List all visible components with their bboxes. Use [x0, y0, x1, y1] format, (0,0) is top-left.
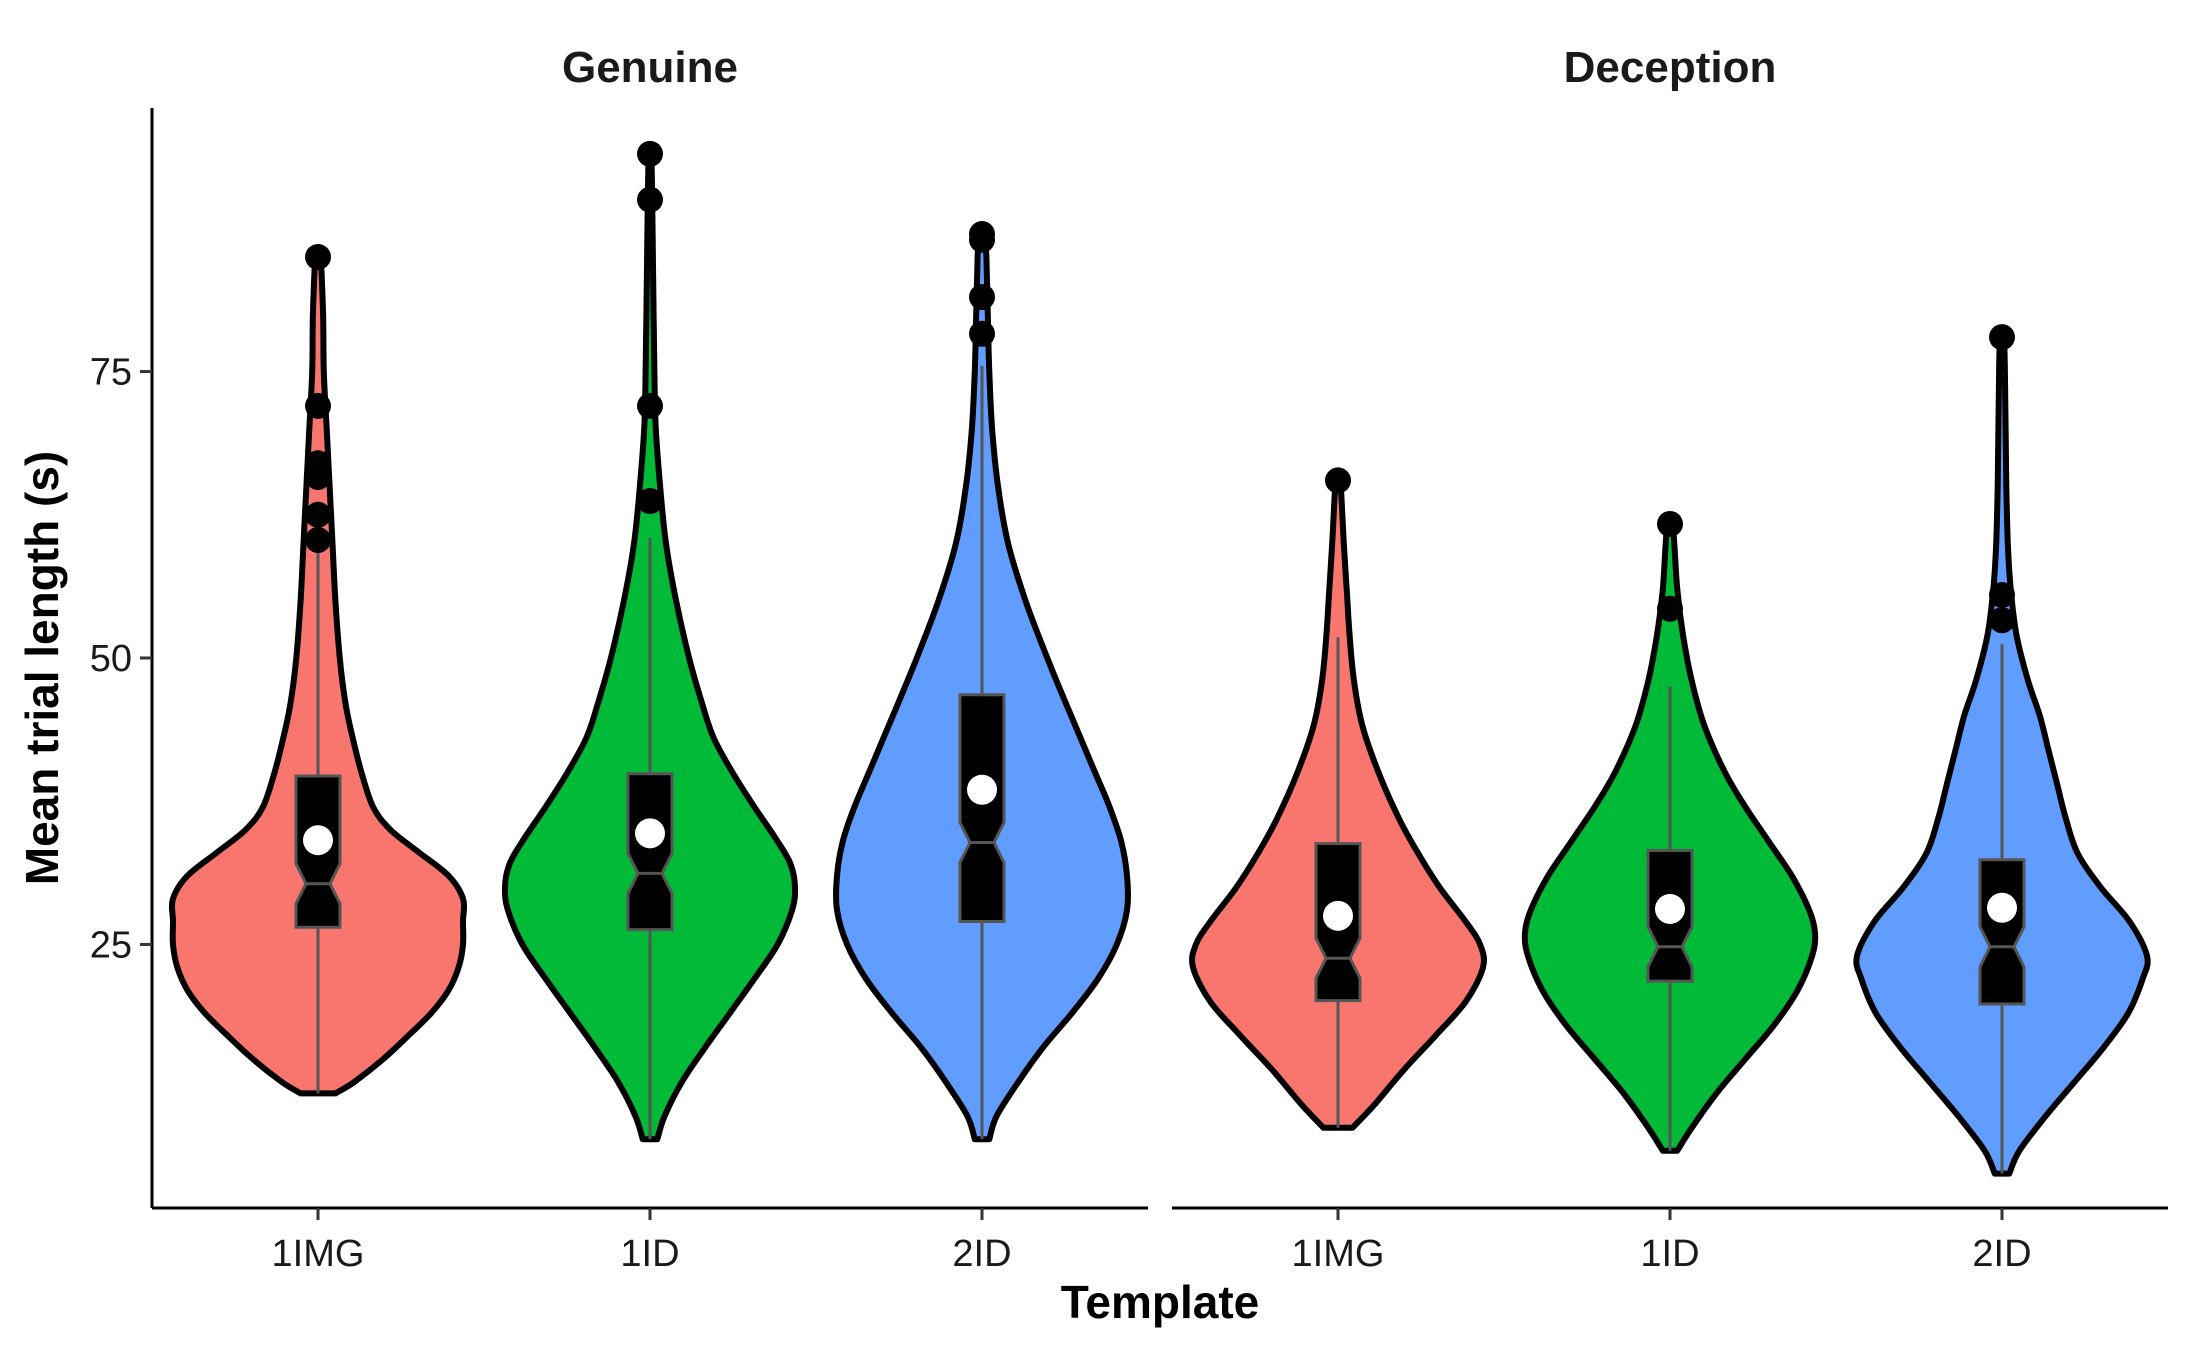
box: [1978, 858, 2026, 1006]
mean-point: [1987, 892, 2017, 923]
outlier-point: [1989, 607, 2015, 634]
violin-group-1img: 1IMG: [168, 243, 468, 1275]
panel-title: Genuine: [562, 43, 738, 92]
outlier-point: [305, 450, 331, 477]
x-tick-label: 1ID: [620, 1233, 679, 1275]
mean-point: [635, 818, 665, 849]
outlier-point: [305, 501, 331, 528]
outlier-point: [1989, 324, 2015, 351]
outlier-point: [1657, 595, 1683, 622]
outlier-point: [969, 221, 995, 248]
mean-point: [1655, 893, 1685, 924]
y-tick-label: 25: [90, 924, 132, 966]
box: [958, 693, 1006, 923]
outlier-point: [637, 392, 663, 419]
panel-title: Deception: [1564, 43, 1777, 92]
violin-group-1img: 1IMG: [1189, 467, 1487, 1275]
x-tick-label: 1IMG: [272, 1233, 365, 1275]
violin-group-1id: 1ID: [501, 140, 799, 1275]
y-tick-label: 50: [90, 638, 132, 680]
mean-point: [303, 825, 333, 856]
outlier-point: [305, 243, 331, 270]
y-tick-label: 75: [90, 352, 132, 394]
x-tick-label: 1IMG: [1292, 1233, 1385, 1275]
outlier-point: [305, 392, 331, 419]
x-tick-label: 2ID: [1972, 1233, 2031, 1275]
outlier-point: [305, 526, 331, 553]
outlier-point: [637, 186, 663, 213]
outlier-point: [969, 284, 995, 311]
chart-panels: Genuine 25 50 75 1IMG 1ID 2ID Deception 1IMG 1ID 2…: [90, 43, 2168, 1275]
outlier-point: [637, 140, 663, 167]
outlier-point: [1325, 467, 1351, 494]
violin-group-2id: 2ID: [832, 221, 1132, 1275]
violin-group-1id: 1ID: [1521, 510, 1819, 1275]
box: [626, 772, 674, 932]
violin-group-2id: 2ID: [1853, 324, 2151, 1275]
mean-point: [967, 774, 997, 805]
outlier-point: [637, 488, 663, 515]
x-tick-label: 2ID: [952, 1233, 1011, 1275]
outlier-point: [969, 320, 995, 347]
x-axis-title: Template: [1061, 1276, 1260, 1328]
outlier-point: [1989, 581, 2015, 608]
x-tick-label: 1ID: [1640, 1233, 1699, 1275]
y-axis-title: Mean trial length (s): [16, 451, 68, 885]
outlier-point: [1657, 510, 1683, 537]
panel-genuine: Genuine 25 50 75 1IMG 1ID 2ID: [90, 43, 1148, 1275]
mean-point: [1323, 900, 1353, 931]
panel-deception: Deception 1IMG 1ID 2ID: [1172, 43, 2168, 1275]
